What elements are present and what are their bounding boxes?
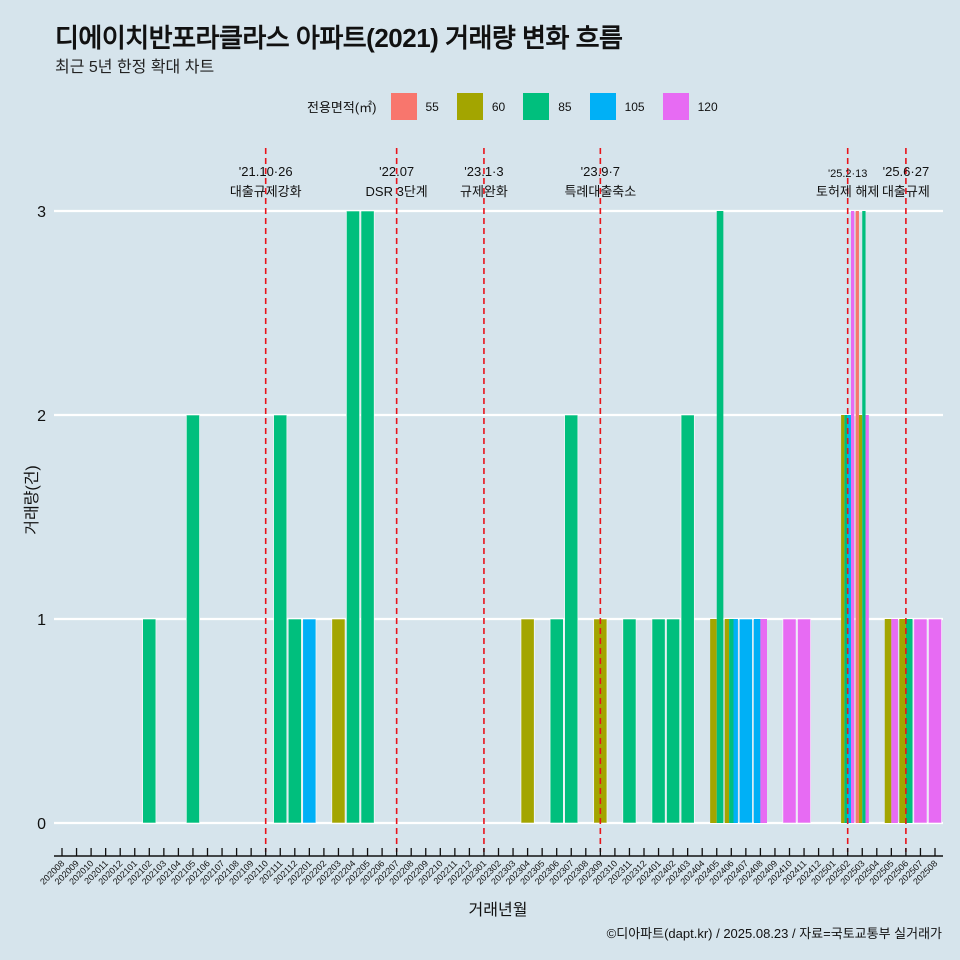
event-label: 토허제 해제: [816, 184, 879, 199]
bar: [142, 618, 157, 824]
event-date: '21.10·26: [239, 164, 293, 179]
y-tick-label: 0: [37, 816, 46, 833]
legend-label: 85: [558, 99, 572, 114]
x-axis-label: 거래년월: [468, 902, 528, 919]
bar: [841, 415, 845, 823]
bar: [331, 618, 346, 824]
bar: [287, 618, 302, 824]
bar: [862, 211, 866, 823]
legend-label: 60: [491, 99, 506, 114]
legend-item-85[interactable]: 85: [523, 93, 589, 120]
bar: [273, 414, 288, 824]
bar: [797, 618, 811, 824]
event-lines: [264, 148, 907, 852]
legend-label: 120: [697, 99, 718, 114]
event-date: '23.1·3: [464, 164, 503, 179]
legend-swatch: [662, 93, 689, 120]
bar: [733, 619, 738, 823]
event-label: 대출규제: [882, 184, 930, 199]
legend-swatch: [456, 93, 483, 120]
bar: [729, 619, 734, 823]
bar: [851, 211, 855, 823]
y-tick-label: 1: [37, 612, 46, 629]
bar: [346, 210, 360, 824]
bar: [710, 619, 717, 823]
event-annotations: '21.10·26 대출규제강화 '22.07 DSR 3단계 '23.1·3 규제완화 '…: [230, 164, 930, 199]
bar: [855, 211, 859, 823]
event-label: 규제완화: [460, 184, 508, 199]
y-tick-label: 3: [37, 204, 46, 221]
legend-item-105[interactable]: 105: [589, 93, 663, 120]
bar: [891, 619, 898, 823]
bar: [899, 619, 906, 823]
bar: [724, 619, 730, 823]
bar: [716, 211, 724, 823]
bar: [651, 618, 666, 824]
bar: [928, 618, 942, 824]
bars: [142, 210, 942, 824]
event-label: 특례대출축소: [564, 184, 636, 199]
legend-label: 105: [624, 99, 645, 114]
bar: [302, 618, 317, 824]
legend-item-120[interactable]: 120: [662, 93, 736, 120]
bar: [844, 415, 848, 823]
bar: [905, 619, 913, 823]
event-date: '23.9·7: [581, 164, 620, 179]
bar: [186, 414, 200, 824]
bar: [666, 618, 680, 824]
event-date: '22.07: [379, 164, 414, 179]
bar: [738, 618, 753, 824]
bar: [847, 415, 851, 823]
bar: [549, 618, 564, 824]
legend-title: 전용면적(㎡): [307, 100, 377, 115]
bar: [753, 619, 761, 823]
event-date: '25.6·27: [883, 164, 930, 179]
event-date: '25.2·13: [828, 168, 867, 180]
chart-title: 디에이치반포라클라스 아파트(2021) 거래량 변화 흐름: [55, 23, 623, 53]
legend-swatch: [589, 93, 616, 120]
bar: [760, 619, 767, 823]
y-axis-ticks: 0 1 2 3: [37, 204, 46, 833]
legend-item-55[interactable]: 55: [390, 93, 457, 120]
legend: 전용면적(㎡) 55 60 85 105 120: [307, 93, 736, 120]
legend-item-60[interactable]: 60: [456, 93, 523, 120]
bar: [865, 415, 869, 823]
y-axis-label: 거래량(건): [24, 465, 41, 535]
y-tick-label: 2: [37, 408, 46, 425]
bar: [564, 414, 579, 824]
chart-subtitle: 최근 5년 한정 확대 차트: [55, 59, 215, 76]
bar: [680, 414, 695, 824]
bar: [782, 618, 797, 824]
event-label: DSR 3단계: [366, 184, 428, 199]
legend-swatch: [390, 93, 417, 120]
bar: [858, 415, 863, 823]
bar: [622, 618, 637, 824]
bar: [884, 619, 892, 823]
x-axis: 2020082020092020102020112020122021012021…: [38, 848, 943, 887]
bar: [520, 618, 535, 824]
legend-swatch: [523, 93, 550, 120]
bar: [913, 618, 928, 824]
legend-label: 55: [425, 99, 439, 114]
source-caption: ©디아파트(dapt.kr) / 2025.08.23 / 자료=국토교통부 실…: [606, 926, 942, 941]
bar: [360, 210, 375, 824]
event-label: 대출규제강화: [230, 184, 302, 199]
